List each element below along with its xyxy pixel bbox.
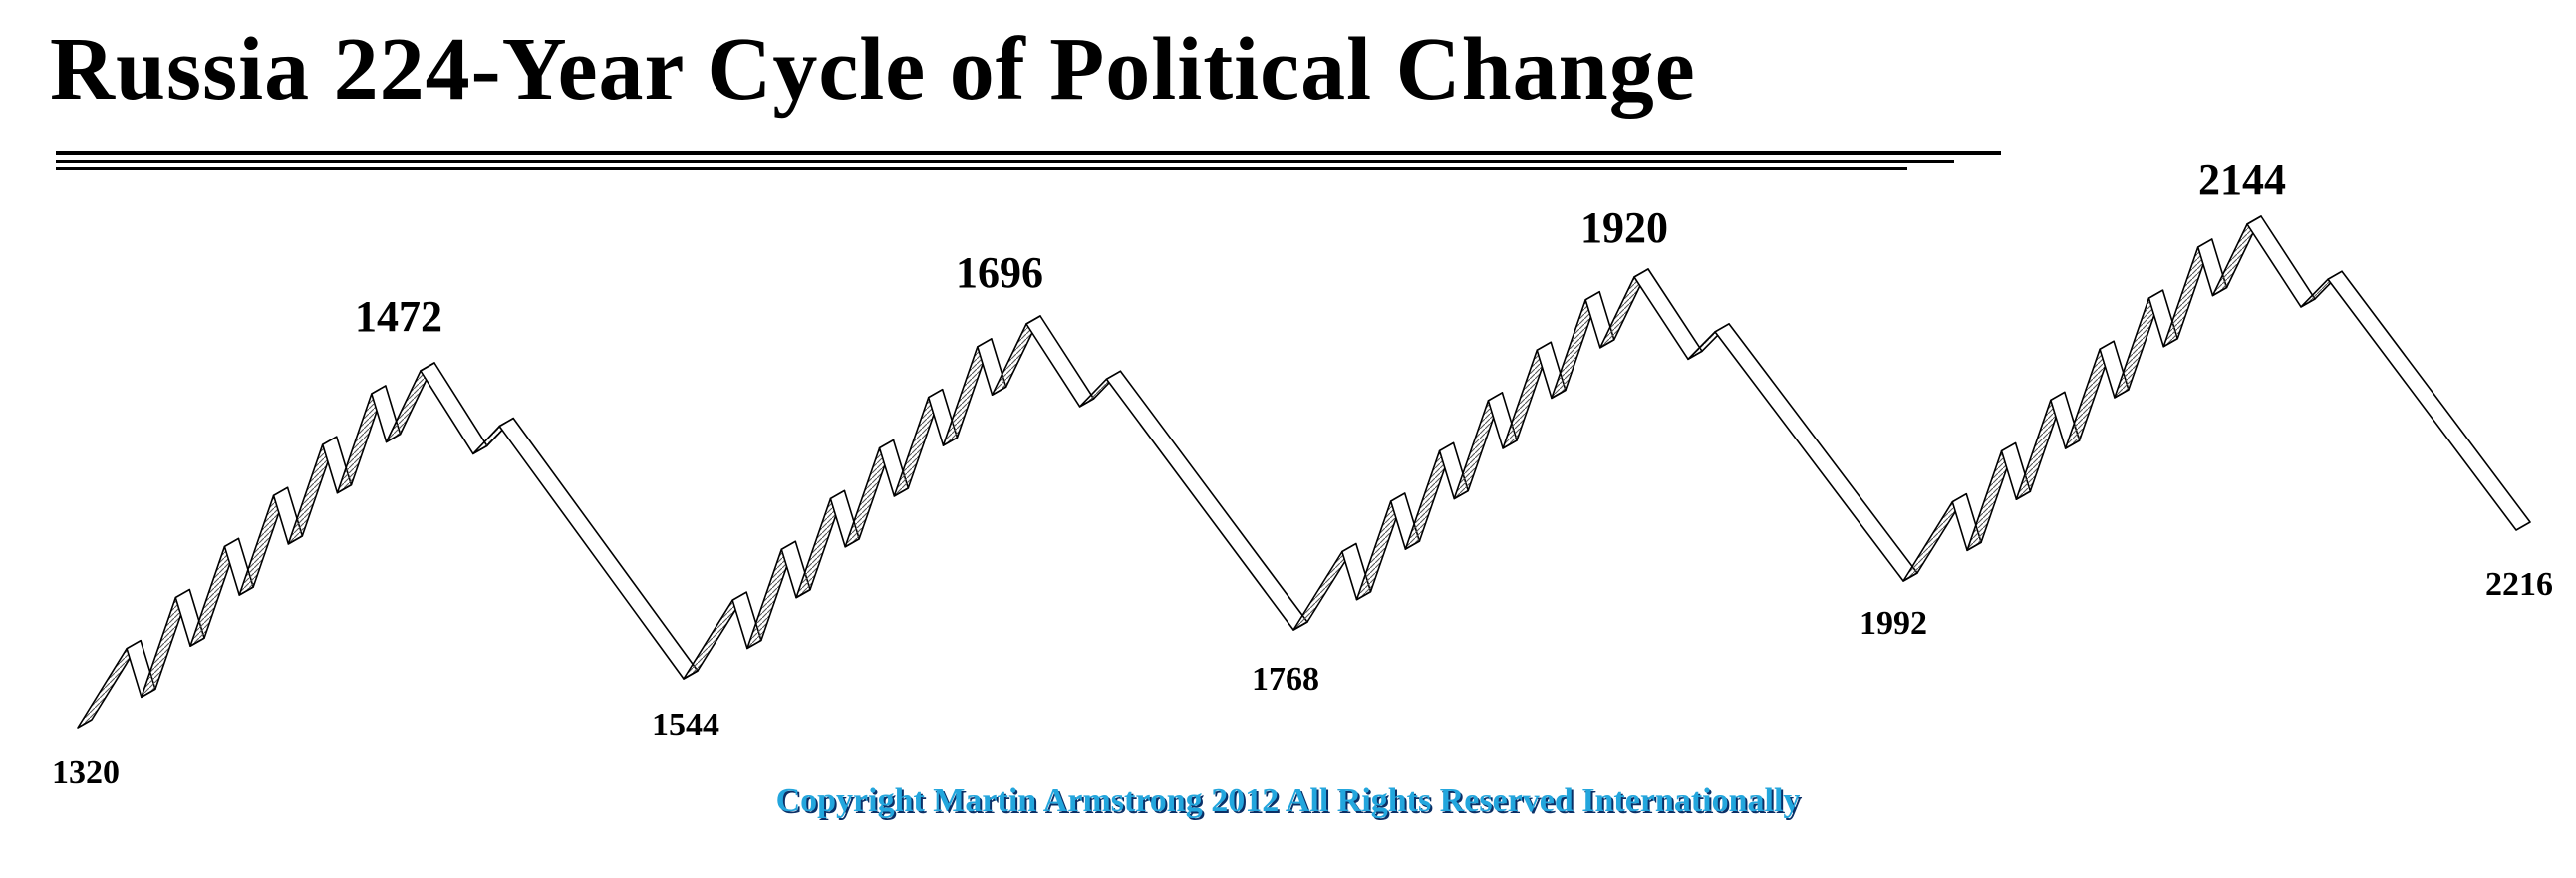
falling-segment xyxy=(1105,370,1308,631)
falling-segment xyxy=(1633,268,1703,361)
turning-point-label-high: 1696 xyxy=(956,248,1043,297)
title-underline-2 xyxy=(56,160,1954,163)
cycle-ribbon xyxy=(77,215,2531,729)
turning-point-label-low: 1320 xyxy=(52,754,120,791)
falling-segment xyxy=(1025,315,1095,408)
falling-segment xyxy=(2246,215,2316,308)
turning-point-label-high: 2144 xyxy=(2198,155,2286,204)
turning-point-label-low: 1544 xyxy=(652,707,719,743)
falling-segment xyxy=(420,362,488,455)
turning-point-labels: 1320 1472 1544 1696 1768 1920 1992 2144 2216 xyxy=(52,155,2553,791)
falling-segment xyxy=(498,417,699,680)
falling-segment xyxy=(2327,270,2531,531)
turning-point-label-low: 1768 xyxy=(1252,661,1319,698)
chart-title: Russia 224-Year Cycle of Political Chang… xyxy=(50,20,1696,119)
turning-point-label-low: 1992 xyxy=(1860,605,1927,642)
turning-point-label-high: 1920 xyxy=(1580,203,1668,252)
turning-point-label-low: 2216 xyxy=(2485,566,2553,603)
title-underline-3 xyxy=(56,167,1907,170)
turning-point-label-high: 1472 xyxy=(355,292,442,341)
copyright-notice: Copyright Martin Armstrong 2012 All Righ… xyxy=(775,782,1801,819)
title-underline-1 xyxy=(56,151,2001,155)
falling-segment xyxy=(1714,323,1918,582)
